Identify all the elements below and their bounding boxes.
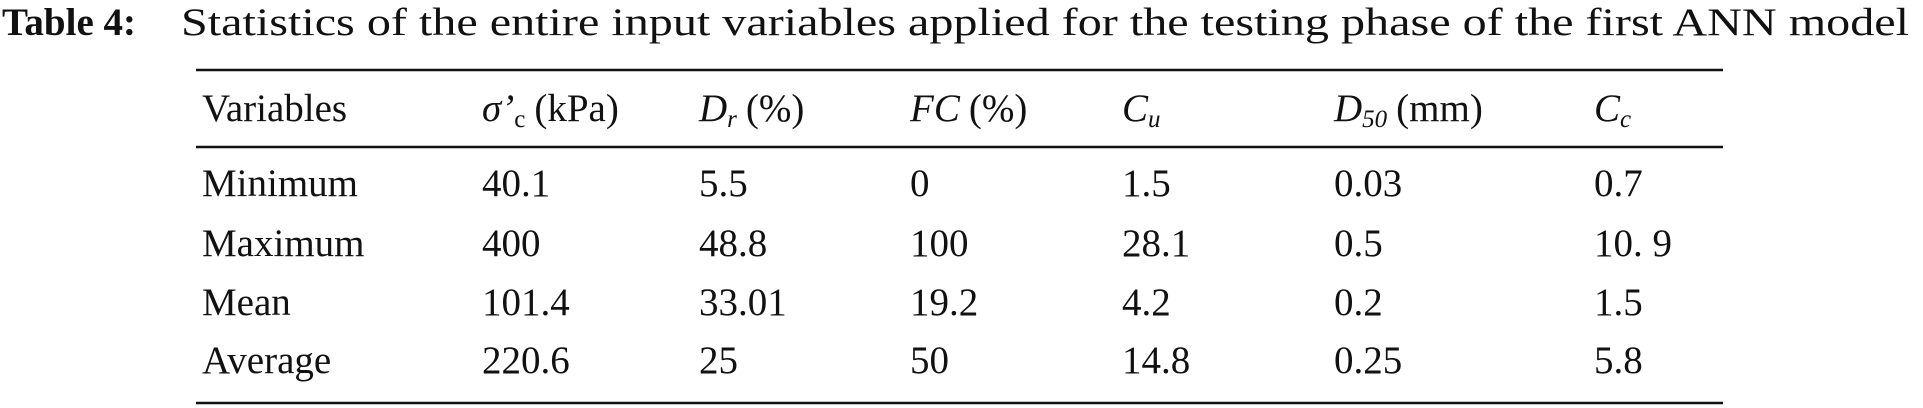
- cell: 220.6: [482, 339, 570, 382]
- header-symbol: D: [698, 87, 727, 130]
- header-subscript: c: [1620, 106, 1631, 133]
- cell: 101.4: [482, 281, 570, 324]
- header-symbol: C: [1594, 87, 1621, 130]
- column-header: FC (%): [909, 87, 1027, 130]
- cell: 50: [910, 339, 949, 382]
- row-label: Average: [202, 339, 331, 382]
- cell: 0.2: [1334, 281, 1383, 324]
- column-header: Variables: [202, 87, 347, 130]
- cell: 0.5: [1334, 222, 1383, 265]
- cell: 5.8: [1594, 339, 1643, 382]
- column-header: Dr (%): [698, 87, 804, 133]
- header-subscript: 50: [1362, 106, 1388, 133]
- row-label: Maximum: [202, 222, 365, 265]
- header-symbol: σ’: [482, 87, 514, 130]
- cell: 40.1: [482, 162, 550, 205]
- header-subscript: c: [514, 106, 525, 133]
- header-unit: (%): [746, 87, 804, 130]
- row-label: Minimum: [202, 162, 358, 205]
- caption-label: Table 4:: [2, 1, 136, 44]
- header-unit: (mm): [1396, 87, 1483, 130]
- header-symbol: FC: [909, 87, 961, 130]
- cell: 48.8: [699, 222, 767, 265]
- cell: 25: [699, 339, 738, 382]
- header-symbol: D: [1333, 87, 1362, 130]
- cell: 1.5: [1122, 162, 1171, 205]
- column-header: Cc: [1594, 87, 1631, 133]
- cell: 0.25: [1334, 339, 1402, 382]
- header-subscript: u: [1148, 106, 1161, 133]
- cell: 1.5: [1594, 281, 1643, 324]
- cell: 14.8: [1122, 339, 1190, 382]
- column-header: D50 (mm): [1333, 87, 1483, 133]
- cell: 100: [910, 222, 969, 265]
- column-header: Cu: [1122, 87, 1161, 133]
- caption-text: Statistics of the entire input variables…: [181, 1, 1909, 44]
- header-subscript: r: [727, 106, 737, 133]
- cell: 0: [910, 162, 930, 205]
- cell: 4.2: [1122, 281, 1171, 324]
- cell: 28.1: [1122, 222, 1190, 265]
- cell: 0.03: [1334, 162, 1402, 205]
- cell: 0.7: [1594, 162, 1643, 205]
- header-symbol: Variables: [202, 87, 347, 130]
- cell: 19.2: [910, 281, 978, 324]
- header-unit: (%): [969, 87, 1027, 130]
- column-header: σ’c (kPa): [482, 87, 619, 133]
- cell: 5.5: [699, 162, 748, 205]
- header-symbol: C: [1122, 87, 1149, 130]
- row-label: Mean: [202, 281, 291, 324]
- cell: 10. 9: [1594, 222, 1672, 265]
- cell: 33.01: [699, 281, 787, 324]
- cell: 400: [482, 222, 541, 265]
- header-unit: (kPa): [534, 87, 618, 130]
